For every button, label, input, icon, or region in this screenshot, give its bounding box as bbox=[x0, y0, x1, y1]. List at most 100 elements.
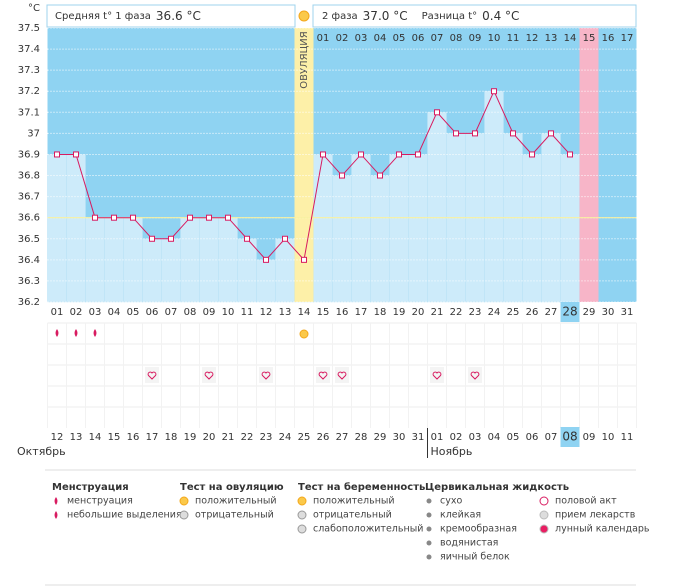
phase2-header: 2 фаза 37.0 °C Разница t° 0.4 °C bbox=[322, 9, 519, 23]
menstruation-icon bbox=[55, 329, 59, 337]
point bbox=[92, 214, 98, 221]
legend-item: прием лекарств bbox=[555, 510, 636, 521]
legend-icon bbox=[54, 497, 58, 505]
legend-icon bbox=[179, 496, 189, 506]
date-label: 11 bbox=[621, 432, 634, 443]
phase2-day-label: 06 bbox=[412, 33, 425, 44]
date-label: 21 bbox=[222, 432, 235, 443]
point bbox=[434, 109, 440, 116]
heart-bg bbox=[259, 367, 273, 383]
phase1-avg: 36.6 °C bbox=[156, 9, 201, 23]
date-label: 02 bbox=[450, 432, 463, 443]
x-tick-label: 18 bbox=[374, 307, 387, 318]
legend-icon bbox=[54, 511, 58, 519]
today-box bbox=[560, 302, 580, 322]
point bbox=[339, 172, 345, 179]
point bbox=[168, 235, 174, 242]
date-label: 18 bbox=[165, 432, 178, 443]
legend-icon bbox=[297, 524, 307, 534]
phase2-avg: 37.0 °C bbox=[363, 9, 408, 23]
phase1-header: Средняя t° 1 фаза 36.6 °C bbox=[55, 9, 201, 23]
date-label: 14 bbox=[89, 432, 102, 443]
point bbox=[548, 130, 554, 137]
x-tick-label: 22 bbox=[450, 307, 463, 318]
phase2-day-label: 16 bbox=[602, 33, 615, 44]
x-tick-label: 23 bbox=[469, 307, 482, 318]
date-label: 03 bbox=[469, 432, 482, 443]
phase2-day-label: 11 bbox=[507, 33, 520, 44]
x-tick-label: 10 bbox=[222, 307, 235, 318]
x-tick-label: 02 bbox=[70, 307, 83, 318]
date-label: 15 bbox=[108, 432, 121, 443]
phase2-day-label: 09 bbox=[469, 33, 482, 44]
heart-icon bbox=[261, 371, 271, 380]
x-tick-label: 19 bbox=[393, 307, 406, 318]
x-tick-label: 05 bbox=[127, 307, 140, 318]
bar bbox=[313, 154, 333, 303]
legend-item: небольшие выделения bbox=[67, 510, 182, 521]
point bbox=[491, 88, 497, 95]
y-tick-label: 36.5 bbox=[18, 234, 40, 245]
bar bbox=[427, 112, 447, 303]
y-tick-label: 36.9 bbox=[18, 149, 40, 160]
date-label: 05 bbox=[507, 432, 520, 443]
x-tick-label: 29 bbox=[583, 307, 596, 318]
phase2-day-label: 04 bbox=[374, 33, 387, 44]
x-tick-label: 08 bbox=[184, 307, 197, 318]
heart-bg bbox=[316, 367, 330, 383]
x-tick-label: 15 bbox=[317, 307, 330, 318]
legend-title: Цервикальная жидкость bbox=[425, 482, 569, 493]
phase2-day-label: 08 bbox=[450, 33, 463, 44]
date-label: 25 bbox=[298, 432, 311, 443]
heart-bg bbox=[202, 367, 216, 383]
legend-title: Тест на овуляцию bbox=[180, 482, 284, 493]
point bbox=[377, 172, 383, 179]
point bbox=[320, 151, 326, 158]
date-label: 12 bbox=[51, 432, 64, 443]
legend-title: Менструация bbox=[52, 482, 129, 493]
x-tick-label: 03 bbox=[89, 307, 102, 318]
point bbox=[301, 256, 307, 263]
date-label: 09 bbox=[583, 432, 596, 443]
bar bbox=[408, 154, 428, 303]
legend-icon bbox=[426, 498, 432, 504]
bar bbox=[389, 154, 409, 303]
heart-bg bbox=[145, 367, 159, 383]
legend-item: отрицательный bbox=[195, 510, 274, 521]
heart-bg bbox=[468, 367, 482, 383]
phase2-day-label: 15 bbox=[583, 33, 596, 44]
date-label: 27 bbox=[336, 432, 349, 443]
phase2-day-label: 07 bbox=[431, 33, 444, 44]
y-tick-label: 37.2 bbox=[18, 86, 40, 97]
date-label: 20 bbox=[203, 432, 216, 443]
date-label: 30 bbox=[393, 432, 406, 443]
y-tick-label: 36.3 bbox=[18, 276, 40, 287]
ovulation-label: ОВУЛЯЦИЯ bbox=[299, 31, 310, 89]
phase2-day-label: 13 bbox=[545, 33, 558, 44]
point bbox=[282, 235, 288, 242]
phase2-box bbox=[312, 4, 637, 28]
menstruation-icon bbox=[74, 329, 78, 337]
x-tick-label: 01 bbox=[51, 307, 64, 318]
x-tick-label: 09 bbox=[203, 307, 216, 318]
point bbox=[187, 214, 193, 221]
phase2-day-row bbox=[313, 28, 637, 47]
legend-item: яичный белок bbox=[440, 552, 510, 563]
legend-icon bbox=[179, 510, 189, 520]
phase2-title: 2 фаза bbox=[322, 11, 358, 22]
diff-value: 0.4 °C bbox=[482, 9, 519, 23]
date-label: 04 bbox=[488, 432, 501, 443]
point bbox=[472, 130, 478, 137]
heart-icon bbox=[204, 371, 214, 380]
point bbox=[149, 235, 155, 242]
temperature-line bbox=[57, 90, 571, 261]
phase2-highlight bbox=[579, 28, 599, 302]
point bbox=[111, 214, 117, 221]
heart-icon bbox=[337, 371, 347, 380]
diff-title: Разница t° bbox=[422, 11, 478, 22]
point bbox=[529, 151, 535, 158]
legend-item: кремообразная bbox=[440, 524, 517, 535]
x-tick-label: 16 bbox=[336, 307, 349, 318]
legend-icon bbox=[539, 524, 549, 534]
point bbox=[130, 214, 136, 221]
